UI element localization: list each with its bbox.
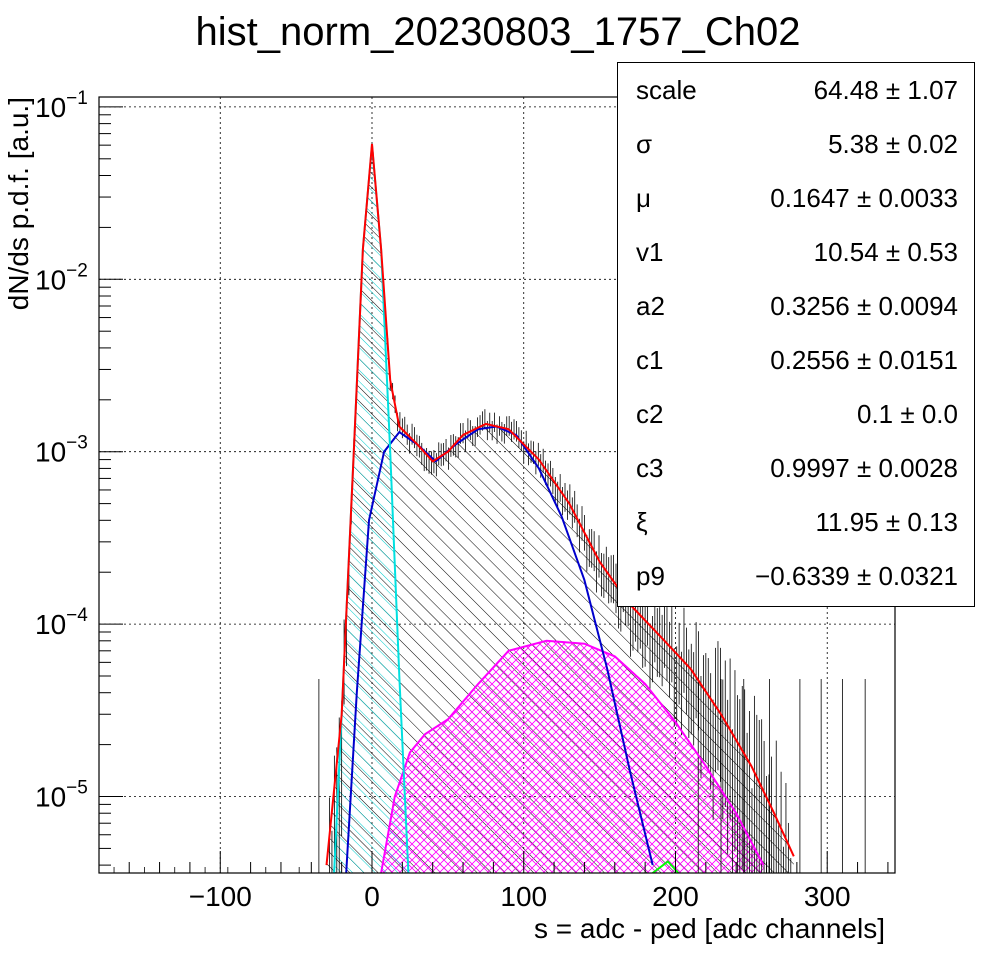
stat-value: −0.6339 ± 0.0321 xyxy=(755,561,958,591)
stat-name: scale xyxy=(636,75,697,105)
y-tick-label: 10−2 xyxy=(35,260,88,295)
stat-value: 0.9997 ± 0.0028 xyxy=(770,453,958,483)
x-tick-label: 300 xyxy=(804,881,851,912)
stat-value: 10.54 ± 0.53 xyxy=(813,237,958,267)
stat-row: p9 −0.6339 ± 0.0321 xyxy=(618,549,974,603)
stat-row: μ 0.1647 ± 0.0033 xyxy=(618,171,974,225)
y-tick-base: 10 xyxy=(35,437,66,468)
stat-row: ξ 11.95 ± 0.13 xyxy=(618,495,974,549)
stat-row: σ 5.38 ± 0.02 xyxy=(618,117,974,171)
total-fit-curve xyxy=(325,143,795,866)
stat-value: 0.1647 ± 0.0033 xyxy=(770,183,958,213)
y-tick-base: 10 xyxy=(35,609,66,640)
y-tick-exponent: −4 xyxy=(66,605,88,626)
y-axis-label: dN/ds p.d.f. [a.u.] xyxy=(3,97,34,310)
stat-row: scale 64.48 ± 1.07 xyxy=(618,63,974,117)
first-peak-curve xyxy=(345,425,654,873)
fit-stats-box: scale 64.48 ± 1.07 σ 5.38 ± 0.02 μ 0.1647 ± 0… xyxy=(617,62,975,607)
y-tick-label: 10−3 xyxy=(35,433,88,468)
x-tick-label: −100 xyxy=(189,881,252,912)
y-tick-exponent: −2 xyxy=(66,260,88,281)
x-tick-label: 200 xyxy=(652,881,699,912)
stat-row: c2 0.1 ± 0.0 xyxy=(618,387,974,441)
second-peak-curve xyxy=(380,639,765,873)
stat-value: 0.2556 ± 0.0151 xyxy=(770,345,958,375)
stat-name: σ xyxy=(636,129,653,159)
y-tick-label: 10−1 xyxy=(35,88,88,123)
axis-ticks xyxy=(99,106,889,873)
stat-row: c1 0.2556 ± 0.0151 xyxy=(618,333,974,387)
stat-name: c2 xyxy=(636,399,664,429)
y-tick-base: 10 xyxy=(35,264,66,295)
x-axis-label: s = adc - ped [adc channels] xyxy=(534,913,885,944)
chart-title: hist_norm_20230803_1757_Ch02 xyxy=(195,10,801,54)
y-tick-base: 10 xyxy=(35,92,66,123)
third-peak-curve xyxy=(652,860,680,873)
stat-name: c3 xyxy=(636,453,664,483)
y-tick-label: 10−5 xyxy=(35,778,88,813)
stat-value: 0.1 ± 0.0 xyxy=(856,399,958,429)
second-peak-fill xyxy=(381,640,764,873)
stat-row: a2 0.3256 ± 0.0094 xyxy=(618,279,974,333)
stat-name: v1 xyxy=(636,237,664,267)
y-tick-label: 10−4 xyxy=(35,605,88,640)
data-points xyxy=(113,152,866,873)
fit-curves xyxy=(325,143,795,873)
x-tick-label: 100 xyxy=(500,881,547,912)
stat-row: c3 0.9997 ± 0.0028 xyxy=(618,441,974,495)
stat-name: a2 xyxy=(636,291,665,321)
y-tick-base: 10 xyxy=(35,782,66,813)
y-tick-exponent: −1 xyxy=(66,88,88,109)
stat-row: v1 10.54 ± 0.53 xyxy=(618,225,974,279)
stat-value: 11.95 ± 0.13 xyxy=(815,507,958,537)
stat-value: 0.3256 ± 0.0094 xyxy=(770,291,958,321)
stat-name: c1 xyxy=(636,345,664,375)
stat-value: 5.38 ± 0.02 xyxy=(828,129,958,159)
x-tick-label: 0 xyxy=(364,881,380,912)
y-tick-exponent: −3 xyxy=(66,433,88,454)
stat-name: p9 xyxy=(636,561,665,591)
stat-name: μ xyxy=(636,183,651,213)
stat-value: 64.48 ± 1.07 xyxy=(813,75,958,105)
y-tick-exponent: −5 xyxy=(66,778,88,799)
stat-name: ξ xyxy=(636,507,648,537)
